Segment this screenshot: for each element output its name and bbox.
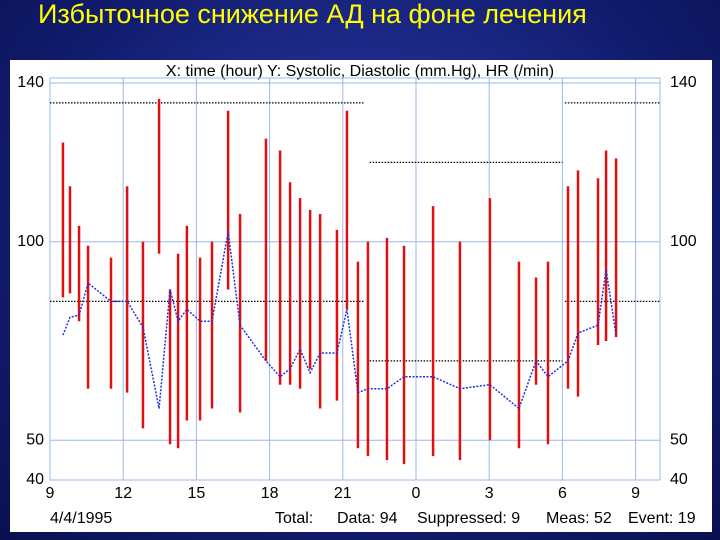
footer-event: Event: 19 xyxy=(628,510,696,527)
x-tick-label: 21 xyxy=(334,485,352,502)
footer-total: Total: xyxy=(275,510,313,527)
x-tick-label: 18 xyxy=(261,485,279,502)
chart-title: X: time (hour) Y: Systolic, Diastolic (m… xyxy=(166,63,554,80)
y2-tick-label: 50 xyxy=(670,432,688,449)
footer-date: 4/4/1995 xyxy=(50,510,112,527)
y2-tick-label: 40 xyxy=(670,471,688,488)
heart-rate-line xyxy=(62,231,617,410)
footer-suppressed: Suppressed: 9 xyxy=(417,510,520,527)
x-tick-label: 3 xyxy=(485,485,494,502)
y2-tick-label: 140 xyxy=(670,74,697,91)
y2-tick-label: 100 xyxy=(670,233,697,250)
x-tick-label: 9 xyxy=(631,485,640,502)
x-tick-label: 12 xyxy=(114,485,132,502)
x-tick-label: 6 xyxy=(558,485,567,502)
y-tick-label: 100 xyxy=(17,233,44,250)
slide-title: Избыточное снижение АД на фоне лечения xyxy=(38,0,587,29)
y-tick-label: 50 xyxy=(26,432,44,449)
x-tick-label: 15 xyxy=(188,485,206,502)
y-tick-label: 40 xyxy=(26,471,44,488)
x-tick-label: 9 xyxy=(46,485,55,502)
footer-data: Data: 94 xyxy=(337,510,398,527)
footer-meas: Meas: 52 xyxy=(546,510,612,527)
x-tick-label: 0 xyxy=(412,485,421,502)
y-tick-label: 140 xyxy=(17,74,44,91)
